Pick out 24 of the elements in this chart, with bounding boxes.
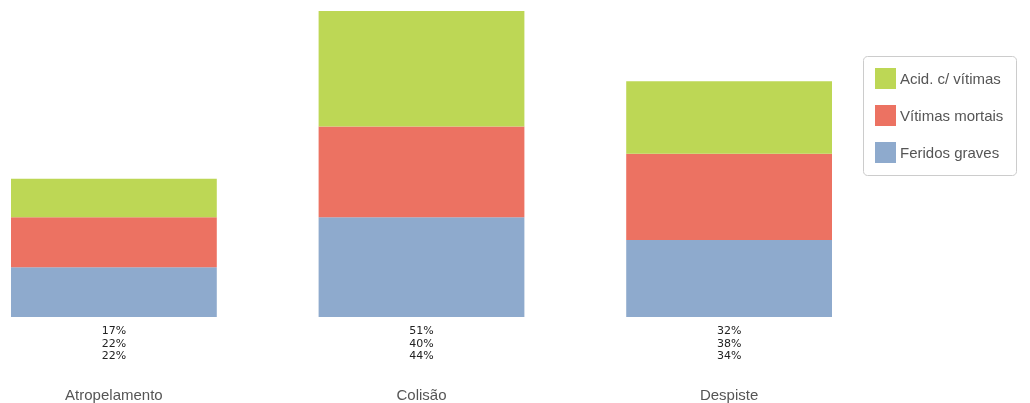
bar (11, 267, 217, 317)
data-label: 44% (409, 349, 434, 362)
data-label: 40% (409, 336, 434, 350)
legend-label: Vítimas mortais (900, 106, 1004, 124)
legend-label: Feridos graves (900, 143, 1000, 161)
bar (318, 217, 525, 317)
bar (318, 126, 525, 218)
x-tick-label: Colisão (396, 385, 447, 403)
bar (11, 178, 217, 218)
data-label: 32% (716, 324, 742, 337)
bar (626, 239, 832, 317)
legend-label: Acid. c/ vítimas (900, 69, 1001, 87)
x-tick-label: Despiste (699, 385, 759, 403)
bar (626, 153, 832, 240)
data-label: 34% (716, 349, 742, 362)
data-label: 38% (716, 336, 742, 350)
bar (11, 217, 217, 268)
bar (626, 81, 832, 154)
data-label: 17% (101, 324, 127, 337)
data-label: 22% (101, 349, 127, 362)
data-label: 22% (101, 336, 127, 350)
data-label: 51% (409, 324, 434, 337)
x-tick-label: Atropelamento (65, 385, 163, 403)
bar (318, 11, 525, 127)
